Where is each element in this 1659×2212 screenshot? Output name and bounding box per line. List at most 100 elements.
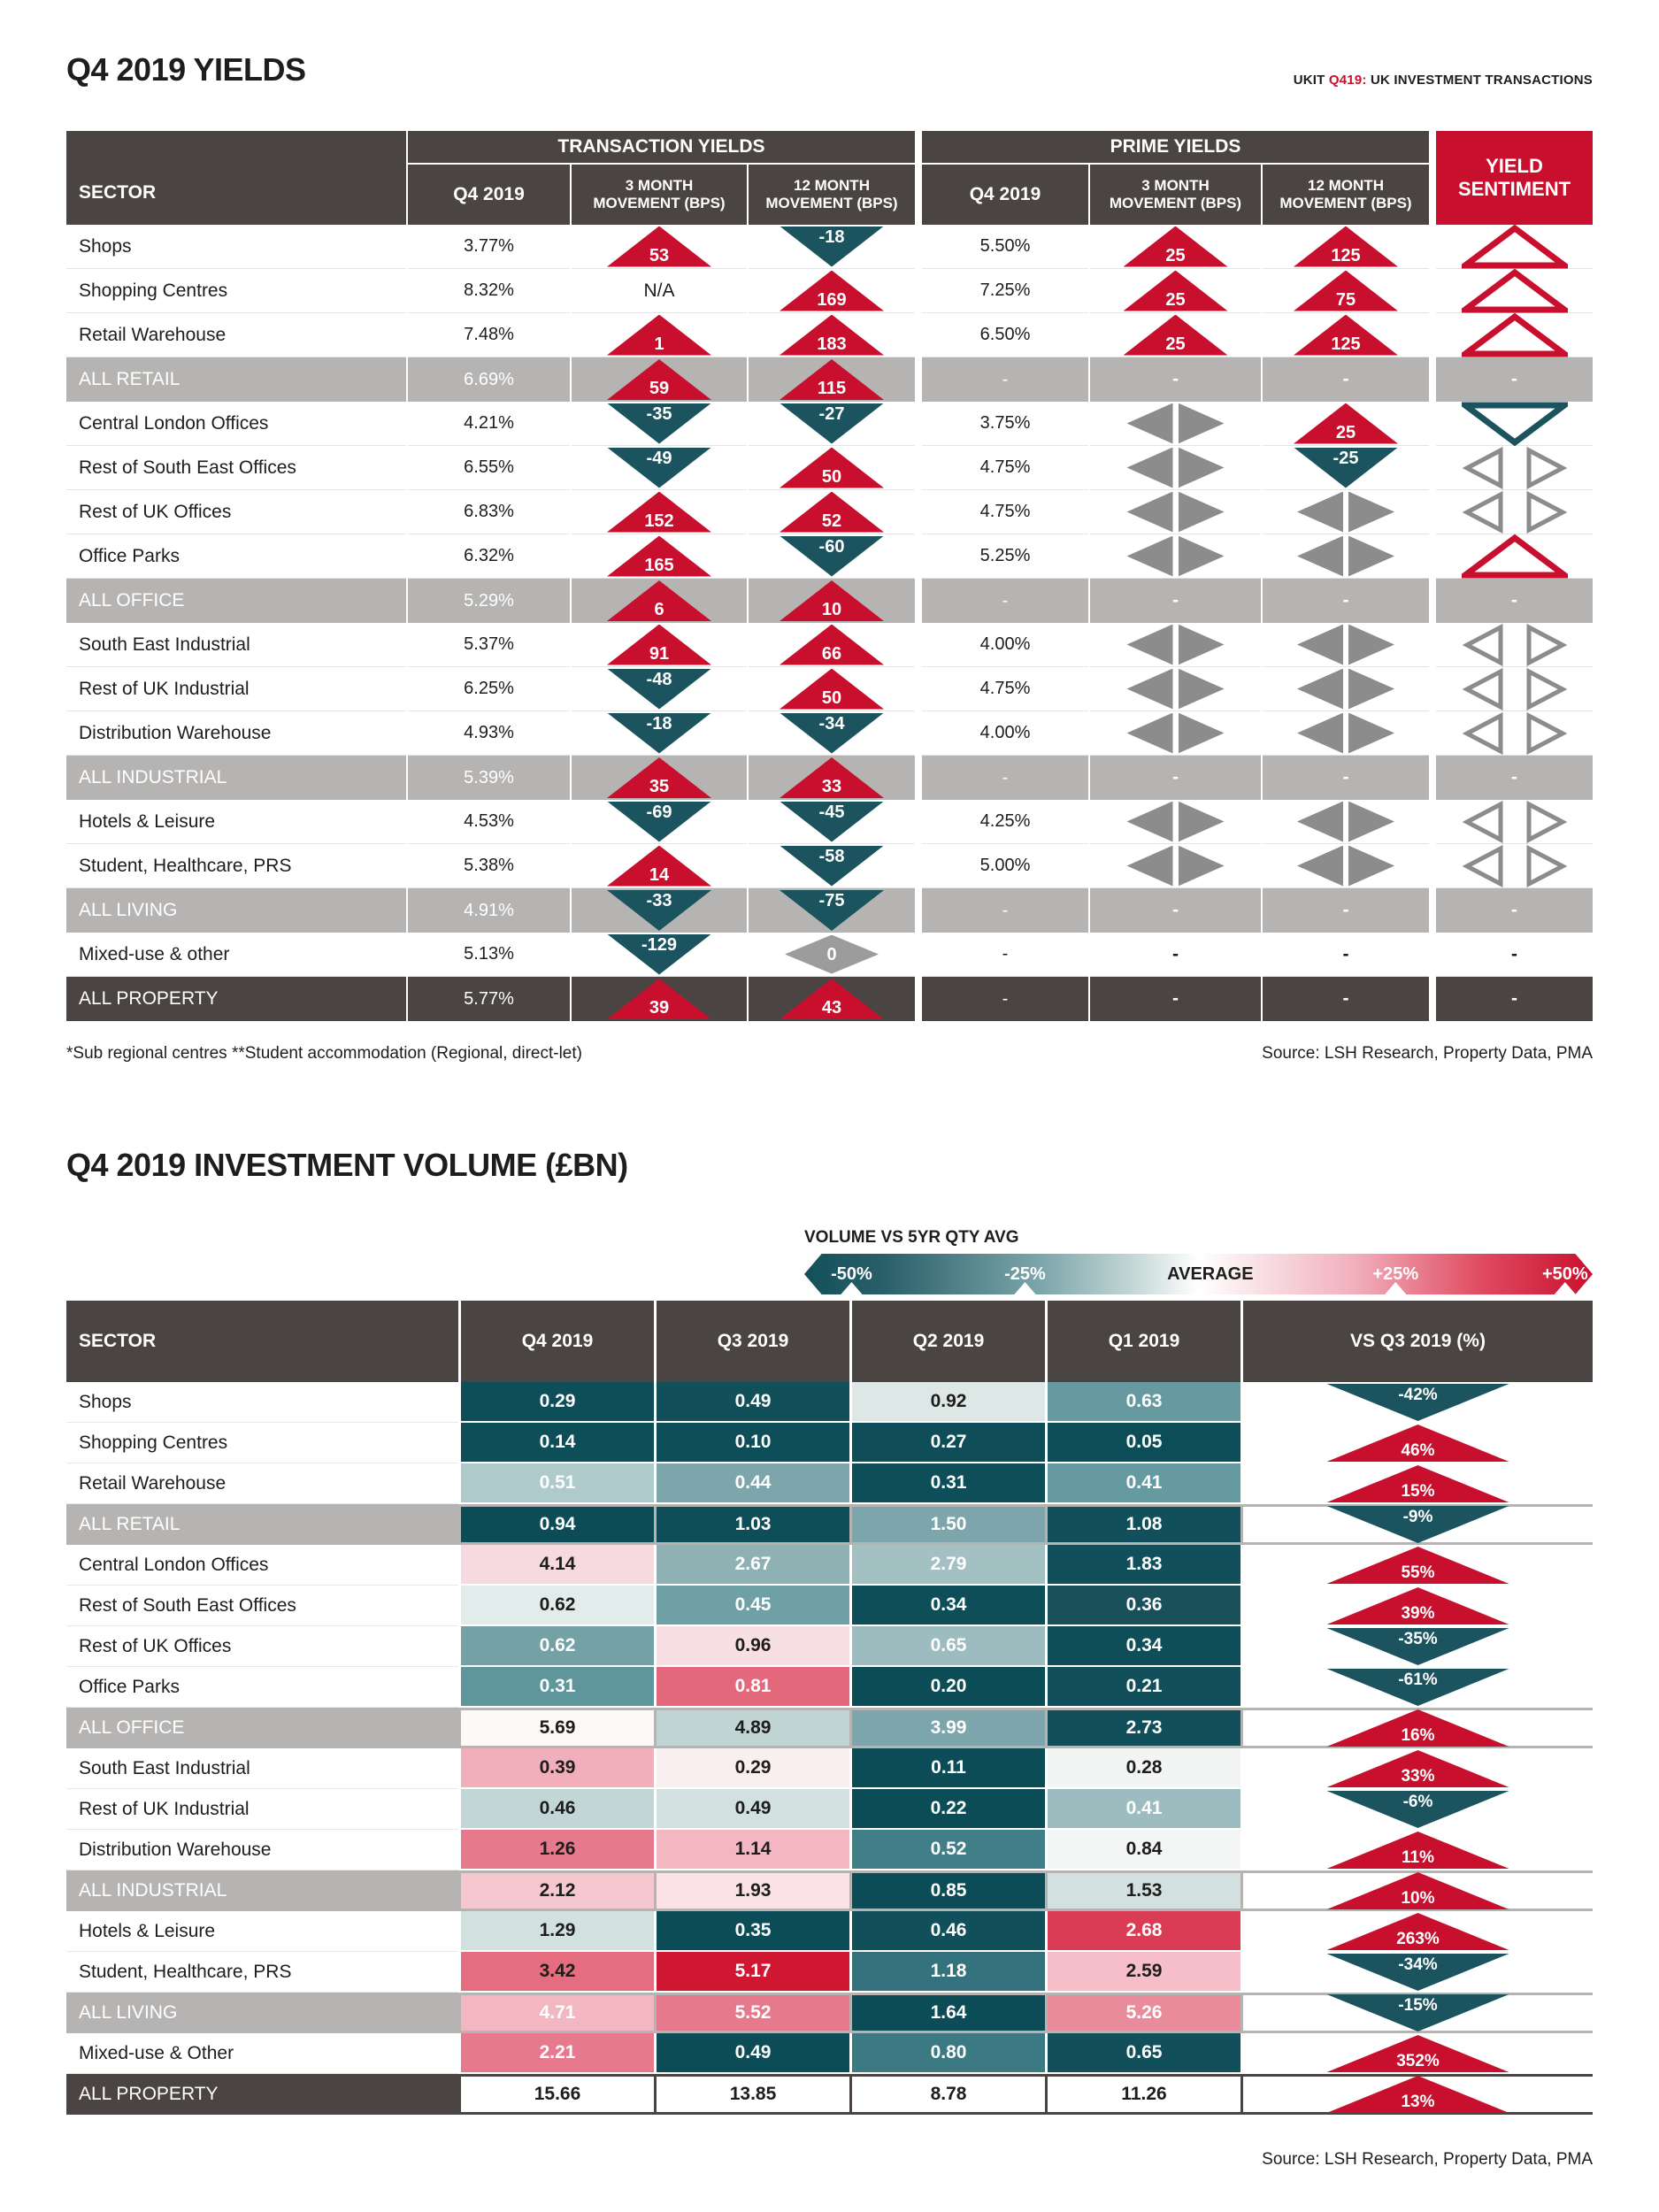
volume-heat-cell: 0.05 <box>1048 1423 1240 1463</box>
up-outline-triangle-icon <box>1461 268 1568 312</box>
movement-value: 33 <box>821 777 842 796</box>
up-triangle-icon: 33 <box>780 757 884 798</box>
right-arrow-icon <box>1348 535 1394 577</box>
yields-row: Student, Healthcare, PRS 5.38% 14 -58 5.00% <box>66 844 1593 888</box>
prime-q4-cell: - <box>922 977 1088 1021</box>
vs-q3-cell: -42% <box>1243 1382 1593 1423</box>
volume-table: SECTOR Q4 2019 Q3 2019 Q2 2019 Q1 2019 VS Q3 … <box>66 1301 1593 2115</box>
left-right-outline-arrows-icon <box>1462 446 1567 489</box>
movement-value: 183 <box>817 334 847 354</box>
sector-cell: Shopping Centres <box>66 1423 458 1463</box>
volume-heat-cell: 0.41 <box>1048 1789 1240 1829</box>
volume-heat-cell: 0.11 <box>852 1748 1045 1788</box>
movement-value: -129 <box>641 934 678 955</box>
prime-12m-movement-cell: - <box>1263 579 1429 623</box>
up-triangle-icon: 25 <box>1123 314 1228 356</box>
left-right-arrows-icon <box>1297 491 1394 533</box>
sub-header-line2: MOVEMENT (BPS) <box>593 195 726 211</box>
brand-header: UKIT Q419: UK INVESTMENT TRANSACTIONS <box>1294 73 1593 88</box>
movement-value: 1 <box>654 334 664 354</box>
movement-value: 125 <box>1331 334 1361 354</box>
volume-row: Mixed-use & Other 2.21 0.49 0.80 0.65 352% <box>66 2033 1593 2074</box>
sub-header-cell: 12 MONTH MOVEMENT (BPS) <box>749 165 915 225</box>
left-right-arrows-icon <box>1126 447 1225 488</box>
transaction-q4-cell: 6.55% <box>408 446 570 490</box>
prime-12m-movement-cell <box>1263 800 1429 844</box>
volume-row: ALL OFFICE 5.69 4.89 3.99 2.73 16% <box>66 1708 1593 1748</box>
volume-row: ALL LIVING 4.71 5.52 1.64 5.26 -15% <box>66 1993 1593 2033</box>
volume-heat-cell: 0.46 <box>461 1789 654 1829</box>
sector-cell: South East Industrial <box>66 623 406 667</box>
volume-row: Rest of UK Industrial 0.46 0.49 0.22 0.41 -6% <box>66 1789 1593 1830</box>
volume-heat-cell: 0.94 <box>461 1507 654 1542</box>
volume-heat-cell: 2.68 <box>1048 1911 1240 1951</box>
volume-row: Distribution Warehouse 1.26 1.14 0.52 0.84 11… <box>66 1830 1593 1870</box>
prime-q4-cell: - <box>922 756 1088 800</box>
sub-header-cell: 12 MONTH MOVEMENT (BPS) <box>1263 165 1429 225</box>
up-triangle-icon: 25 <box>1123 226 1228 267</box>
left-arrow-icon <box>1126 624 1173 665</box>
prime-q4-cell: - <box>922 933 1088 977</box>
vs-q3-cell: -34% <box>1243 1952 1593 1993</box>
yields-row: ALL INDUSTRIAL 5.39% 35 33 - - - - <box>66 756 1593 800</box>
prime-3m-movement-cell: 25 <box>1090 225 1261 269</box>
movement-value: -49 <box>646 448 672 468</box>
yields-row: ALL OFFICE 5.29% 6 10 - - - - <box>66 579 1593 623</box>
prime-3m-movement-cell <box>1090 623 1261 667</box>
prime-q4-cell: 5.25% <box>922 534 1088 579</box>
sector-cell: ALL LIVING <box>79 2002 178 2023</box>
dash-label: - <box>1342 988 1349 1009</box>
volume-row: Shopping Centres 0.14 0.10 0.27 0.05 46% <box>66 1423 1593 1463</box>
up-triangle-icon: 13% <box>1326 2076 1509 2113</box>
volume-heat-cell: 5.52 <box>657 1995 849 2031</box>
volume-heat-cell: 0.34 <box>1048 1626 1240 1666</box>
vs-q3-cell: 11% <box>1243 1830 1593 1870</box>
volume-row: Rest of South East Offices 0.62 0.45 0.34 0.… <box>66 1586 1593 1626</box>
vs-q3-cell: 55% <box>1243 1545 1593 1586</box>
movement-value: 75 <box>1335 289 1356 310</box>
transaction-12m-movement-cell: 0 <box>749 933 915 977</box>
volume-row: ALL RETAIL 0.94 1.03 1.50 1.08 -9% <box>66 1504 1593 1545</box>
yields-table-header: SECTOR TRANSACTION YIELDS PRIME YIELDS Q… <box>66 131 1593 225</box>
yields-row: Office Parks 6.32% 165 -60 5.25% <box>66 534 1593 579</box>
sector-cell: Hotels & Leisure <box>66 800 406 844</box>
yield-sentiment-cell <box>1436 844 1593 888</box>
transaction-q4-cell: 4.21% <box>408 402 570 446</box>
movement-value: -60 <box>818 536 845 557</box>
prime-3m-movement-cell: - <box>1090 357 1261 402</box>
volume-row: Hotels & Leisure 1.29 0.35 0.46 2.68 263% <box>66 1911 1593 1952</box>
down-triangle-icon: -25 <box>1294 447 1398 488</box>
prime-q4-cell: 4.75% <box>922 667 1088 711</box>
sub-header-line1: 3 MONTH <box>1141 177 1210 194</box>
movement-value: 50 <box>821 687 842 708</box>
transaction-12m-movement-cell: -18 <box>749 225 915 269</box>
sector-cell: Rest of South East Offices <box>66 446 406 490</box>
left-right-arrows-icon <box>1297 801 1394 842</box>
left-arrow-icon <box>1126 668 1173 710</box>
movement-value: -9% <box>1402 1508 1433 1526</box>
sub-header-cell: 3 MONTH MOVEMENT (BPS) <box>1090 165 1261 225</box>
sector-cell: Central London Offices <box>66 1545 458 1586</box>
prime-12m-movement-cell: - <box>1263 977 1429 1021</box>
sub-header-line1: 12 MONTH <box>1308 177 1384 194</box>
transaction-3m-movement-cell: -49 <box>572 446 747 490</box>
movement-value: 43 <box>821 998 842 1018</box>
transaction-q4-cell: 5.39% <box>408 756 570 800</box>
sector-cell: Retail Warehouse <box>66 1463 458 1504</box>
prime-12m-movement-cell: 25 <box>1263 402 1429 446</box>
down-triangle-icon: -27 <box>780 403 884 444</box>
yields-table: SECTOR TRANSACTION YIELDS PRIME YIELDS Q… <box>66 131 1593 1021</box>
left-right-arrows-icon <box>1297 845 1394 887</box>
prime-12m-movement-cell: -25 <box>1263 446 1429 490</box>
yields-row: Rest of South East Offices 6.55% -49 50 4.75… <box>66 446 1593 490</box>
sector-cell: Office Parks <box>66 534 406 579</box>
movement-value: 16% <box>1401 1726 1435 1745</box>
yields-row: Shopping Centres 8.32% N/A 169 7.25% 25 75 <box>66 268 1593 313</box>
movement-value: -34% <box>1398 1955 1438 1974</box>
transaction-3m-movement-cell: 152 <box>572 490 747 534</box>
volume-heat-cell: 3.99 <box>852 1710 1045 1746</box>
vs-q3-cell: 16% <box>1243 1709 1593 1747</box>
sector-cell: ALL RETAIL <box>79 1514 180 1534</box>
yields-group-headers: TRANSACTION YIELDS PRIME YIELDS <box>408 131 1429 163</box>
left-arrow-icon <box>1297 801 1343 842</box>
